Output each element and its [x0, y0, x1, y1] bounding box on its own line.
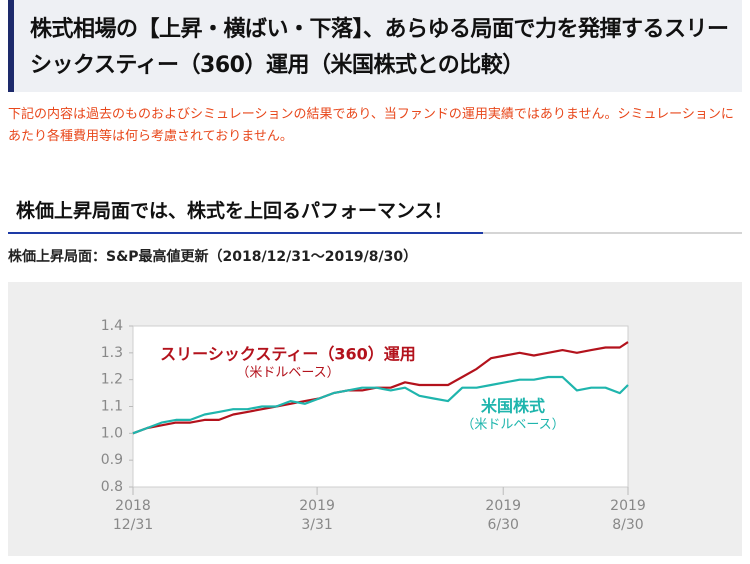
chart: 0.8 0.9 1.0 1.1 1.2 1.3 1.4 2018 12/31 2019 3/31 20…: [8, 282, 742, 556]
y-tick-label: 1.4: [101, 318, 123, 334]
series-label-note: （米ドルベース）: [236, 366, 339, 381]
y-tick-label: 1.3: [101, 345, 123, 361]
section-title: 株価上昇局面では、株式を上回るパフォーマンス！: [16, 200, 453, 222]
x-tick-label: 2019: [610, 498, 646, 514]
x-tick-label: 2019: [485, 498, 521, 514]
x-tick-label: 8/30: [612, 517, 643, 533]
y-tick-label: 1.2: [101, 372, 123, 388]
x-tick-label: 12/31: [113, 517, 153, 533]
y-tick-label: 1.1: [101, 399, 123, 415]
series-line: [132, 375, 629, 435]
x-tick-label: 6/30: [488, 517, 519, 533]
series-line: [132, 341, 629, 435]
chart-caption: 株価上昇局面：S&P最高値更新（2018/12/31〜2019/8/30）: [8, 249, 418, 265]
page-title: 株式相場の【上昇・横ばい・下落】、あらゆる局面で力を発揮するスリーシックスティー…: [30, 17, 729, 78]
x-tick-label: 2019: [299, 498, 335, 514]
header: 株式相場の【上昇・横ばい・下落】、あらゆる局面で力を発揮するスリーシックスティー…: [8, 0, 742, 92]
x-tick-label: 2018: [115, 498, 151, 514]
heading-accent: [8, 232, 483, 234]
y-tick-label: 0.8: [101, 479, 123, 495]
y-tick-label: 0.9: [101, 452, 123, 468]
section-heading: 株価上昇局面では、株式を上回るパフォーマンス！: [8, 192, 742, 234]
series-label-note: （米ドルベース）: [461, 418, 564, 433]
series-label: 米国株式: [481, 397, 545, 416]
y-tick-label: 1.0: [101, 425, 123, 441]
disclaimer: 下記の内容は過去のものおよびシミュレーションの結果であり、当ファンドの運用実績で…: [8, 107, 734, 144]
x-tick-label: 3/31: [301, 517, 332, 533]
series-label: スリーシックスティー（360）運用: [160, 345, 416, 364]
